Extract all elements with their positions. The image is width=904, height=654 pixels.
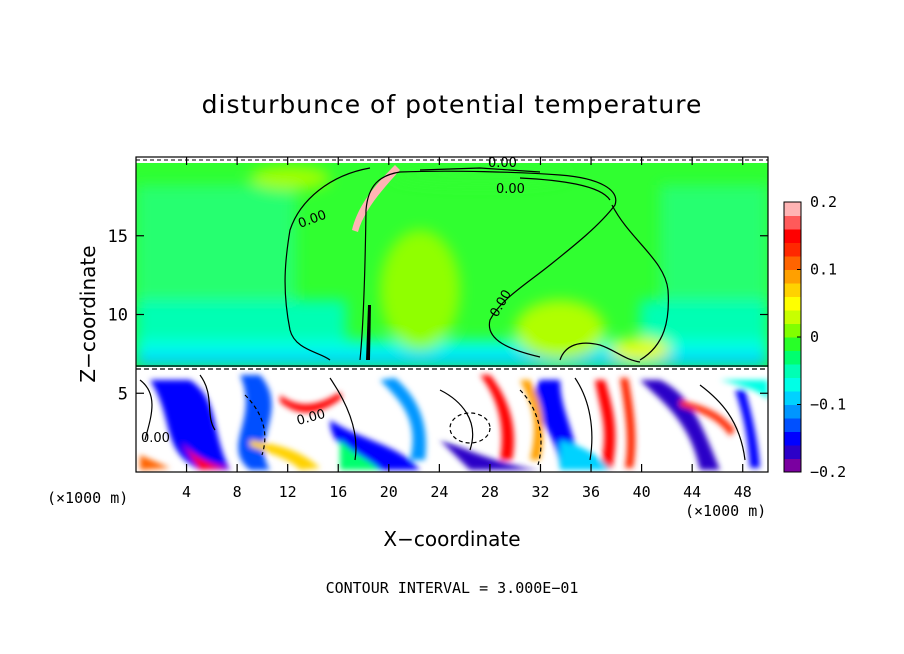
colorbar-swatch — [784, 418, 801, 432]
x-tick-label: 40 — [633, 483, 651, 501]
contour-zero-main — [284, 167, 617, 361]
colorbar-swatch — [784, 242, 801, 257]
x-tick-label: 12 — [279, 483, 297, 501]
colorbar-tick-label: −0.1 — [810, 396, 846, 414]
x-tick-label: 32 — [531, 483, 549, 501]
x-tick-label: 4 — [182, 483, 191, 501]
x-axis-label: X−coordinate — [383, 527, 520, 551]
colorbar-swatch — [784, 391, 801, 405]
colorbar-swatch — [784, 364, 801, 378]
colorbar-swatch — [784, 445, 801, 459]
x-tick-label: 48 — [734, 483, 752, 501]
colorbar — [783, 201, 802, 473]
colorbar-swatch — [784, 350, 801, 365]
y-tick-label: 10 — [108, 306, 128, 326]
contour-label: 0.00 — [141, 431, 170, 446]
x-tick-label: 20 — [380, 483, 398, 501]
x-tick-label: 24 — [430, 483, 448, 501]
y-axis-ticks: 5 10 15 — [108, 227, 768, 404]
colorbar-swatch — [784, 215, 801, 230]
colorbar-swatch — [784, 337, 801, 351]
colorbar-swatch — [784, 296, 801, 311]
x-tick-label: 44 — [683, 483, 701, 501]
colorbar-swatch — [784, 202, 801, 216]
colorbar-swatch — [784, 458, 801, 473]
contour-label: 0.00 — [488, 156, 517, 171]
colorbar-swatch — [784, 377, 801, 392]
y-tick-label: 5 — [118, 384, 128, 404]
x-axis-ticks: 4 8 12 16 20 24 28 32 36 40 44 48 — [182, 157, 752, 501]
colorbar-swatch — [784, 404, 801, 419]
plot-area: 0.00 0.00 0.00 0.00 0.00 0.00 — [136, 156, 768, 472]
plume-feature — [366, 305, 371, 360]
x-axis-unit-right: (×1000 m) — [685, 502, 766, 520]
y-axis-label: Z−coordinate — [76, 245, 100, 382]
colorbar-tick-label: 0 — [810, 328, 819, 346]
x-tick-label: 36 — [582, 483, 600, 501]
x-tick-label: 8 — [233, 483, 242, 501]
colorbar-ticks: 0.2 0.1 0 −0.1 −0.2 — [797, 193, 846, 481]
colorbar-tick-label: 0.2 — [810, 193, 837, 211]
contour-label: 0.00 — [496, 182, 525, 197]
colorbar-swatch — [784, 283, 801, 297]
contour-interval-note: CONTOUR INTERVAL = 3.000E−01 — [326, 579, 579, 597]
colorbar-swatch — [784, 269, 801, 284]
x-tick-label: 28 — [481, 483, 499, 501]
colorbar-swatch — [784, 229, 801, 243]
x-axis-unit-left: (×1000 m) — [47, 489, 128, 507]
chart-title: disturbunce of potential temperature — [202, 90, 703, 119]
contour-label: 0.00 — [295, 407, 327, 429]
colorbar-swatch — [784, 256, 801, 270]
x-tick-label: 16 — [329, 483, 347, 501]
colorbar-swatch — [784, 431, 801, 446]
colorbar-swatch — [784, 323, 801, 338]
colorbar-tick-label: 0.1 — [810, 261, 837, 279]
colorbar-tick-label: −0.2 — [810, 463, 846, 481]
y-tick-label: 15 — [108, 227, 128, 247]
colorbar-swatch — [784, 310, 801, 324]
